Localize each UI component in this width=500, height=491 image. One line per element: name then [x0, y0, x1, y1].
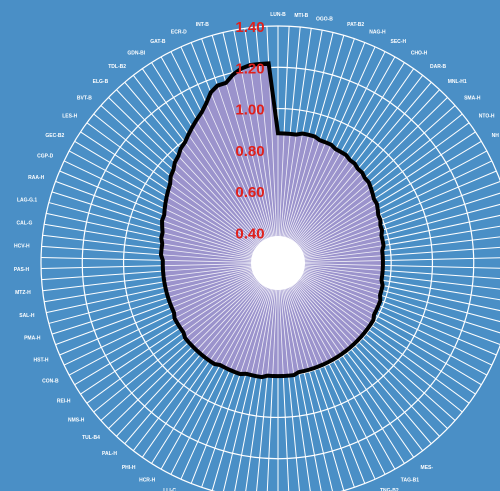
spoke-label: CAL-G	[17, 220, 33, 226]
series-spoke	[217, 85, 279, 264]
spoke-label: GDN-BI	[127, 50, 145, 56]
spoke-label: HST-H	[34, 358, 49, 364]
series-spoke	[210, 92, 279, 264]
spoke-label: LAG-G.1	[17, 197, 37, 203]
spoke-label: CHO-H	[411, 50, 428, 56]
series-spoke	[225, 82, 279, 264]
series-spoke	[258, 63, 279, 264]
series-group	[158, 61, 386, 380]
spoke-label: SEC-H	[391, 39, 407, 45]
spoke-label: NH	[492, 133, 500, 139]
ring-tick-label: 1.40	[235, 19, 264, 36]
series-line	[158, 61, 386, 380]
spoke-label: PMA-H	[24, 336, 41, 342]
spoke-label: RAA-H	[28, 175, 44, 181]
series-spoke	[196, 119, 279, 264]
spoke-label: NTO-H	[479, 114, 495, 120]
spoke-label: GEC-B2	[45, 133, 64, 139]
center-hub	[251, 236, 305, 290]
grid-ring	[81, 66, 475, 460]
spoke-label: CON-B	[42, 379, 59, 385]
spoke-label: ECR-D	[171, 29, 187, 35]
ring-tick-label: 1.20	[235, 60, 264, 77]
spoke-label: HCR-H	[139, 478, 155, 484]
spoke-label: PAL-H	[102, 451, 117, 457]
spoke-label: LES-H	[62, 114, 77, 120]
spoke-label: HCV-H	[14, 244, 30, 250]
spoke-label: INT-B	[196, 22, 209, 28]
spoke-label: NAG-H	[369, 29, 386, 35]
spoke-label: MTI-B	[294, 13, 308, 19]
series-spoke	[232, 74, 279, 264]
spoke-label: REI-H	[57, 399, 71, 405]
ring-tick-label: 0.80	[235, 143, 264, 160]
series-spoke	[249, 65, 279, 264]
spoke-label: PAS-H	[14, 267, 30, 273]
spoke-label: DAR-B	[430, 64, 446, 70]
spoke-label: ELG-B	[93, 79, 109, 85]
spoke-label: CGP-D	[37, 154, 54, 160]
spoke-label: NMS-H	[68, 418, 85, 424]
grid-ring	[40, 25, 500, 491]
spoke-label: TAG-B1	[401, 478, 419, 484]
spoke-label: PHI-H	[122, 465, 136, 471]
ring-tick-label: 0.40	[235, 225, 264, 242]
ring-labels: 0.40 0.60 0.80 1.00 1.20 1.40	[235, 19, 264, 242]
spoke-label: OGO-B	[316, 16, 333, 22]
spoke-label: PAT-B2	[347, 22, 364, 28]
spoke-label: SAL-H	[19, 313, 35, 319]
series-spoke	[240, 68, 279, 264]
spoke-label: TNG-B2	[380, 488, 399, 491]
spoke-label: MES-	[421, 465, 434, 471]
spoke-label: BVT-B	[77, 96, 92, 102]
series-spoke	[268, 63, 279, 264]
grid-ring	[122, 107, 434, 419]
series-spoke	[201, 112, 279, 264]
spoke-label: TUL-B4	[82, 435, 100, 441]
spoke-label: MTZ-H	[15, 290, 31, 296]
spoke-label: GAT-B	[150, 39, 166, 45]
ring-tick-label: 1.00	[235, 102, 264, 119]
series-spoke	[205, 103, 279, 264]
spoke-label: SMA-H	[464, 96, 481, 102]
spoke-labels: LUN-B MTI-B OGO-B PAT-B2 NAG-H SEC-H CHO-H DAR-…	[14, 12, 499, 491]
spoke-label: MNL-H1	[448, 79, 467, 85]
ring-tick-label: 0.60	[235, 184, 264, 201]
spoke-label: TDL-B2	[108, 64, 126, 70]
spoke-label: LUN-B	[270, 12, 286, 18]
spoke-label: LLI-C	[163, 488, 176, 491]
